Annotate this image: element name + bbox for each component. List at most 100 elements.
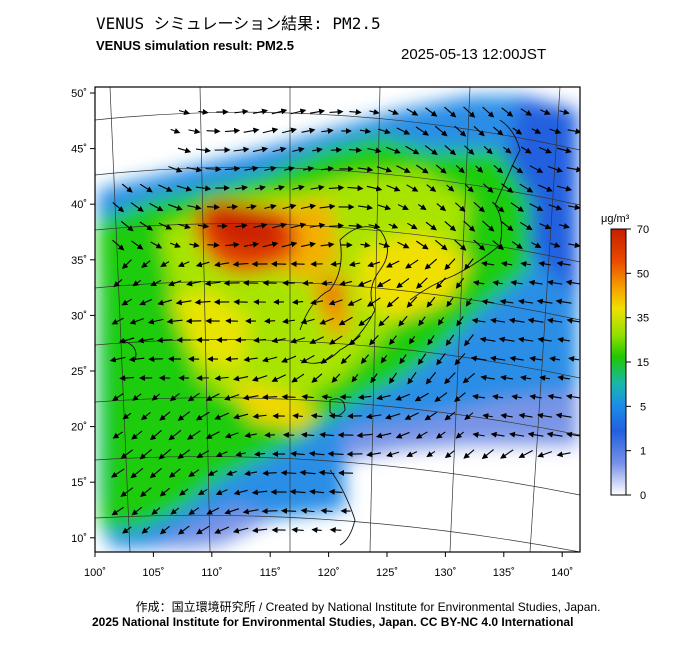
wind-arrow — [319, 317, 334, 325]
wind-arrow — [118, 337, 135, 344]
wind-arrow — [320, 241, 335, 248]
wind-arrow — [415, 240, 429, 250]
colorbar: μg/m³ 70 50 35 15 5 1 0 — [601, 213, 649, 502]
wind-arrow — [281, 241, 298, 248]
wind-arrow — [232, 527, 249, 534]
wind-arrow — [425, 221, 437, 231]
wind-arrow — [540, 109, 551, 115]
wind-arrow — [207, 204, 221, 211]
wind-arrow — [176, 185, 193, 192]
wind-arrow — [366, 451, 382, 458]
wind-arrow — [500, 412, 513, 419]
wind-arrow — [340, 354, 352, 365]
wind-arrow — [169, 242, 181, 248]
wind-arrow — [195, 261, 210, 268]
wind-arrow — [405, 145, 420, 155]
wind-arrow — [435, 431, 446, 439]
wind-arrow — [548, 204, 563, 211]
wind-arrow — [436, 353, 446, 366]
wind-arrow — [244, 432, 257, 439]
wind-arrow — [281, 507, 297, 514]
wind-arrow — [113, 279, 123, 288]
wind-arrow — [327, 450, 344, 457]
wind-arrow — [120, 449, 134, 459]
wind-arrow — [215, 489, 228, 496]
wind-arrow — [509, 355, 524, 362]
wind-arrow — [319, 203, 336, 210]
wind-arrow — [568, 356, 580, 362]
wind-arrow — [290, 222, 307, 229]
wind-arrow — [426, 451, 436, 458]
wind-arrow — [444, 411, 456, 421]
wind-arrow — [121, 298, 133, 306]
lon-tick-label: 135˚ — [493, 567, 515, 579]
wind-arrow — [565, 393, 580, 400]
wind-arrow — [424, 258, 438, 270]
wind-arrow — [435, 277, 446, 290]
wind-arrow — [444, 372, 456, 385]
wind-arrow — [376, 166, 393, 173]
wind-arrow — [376, 394, 391, 401]
wind-arrow — [565, 279, 580, 286]
wind-arrow — [120, 220, 134, 232]
lat-tick-label: 25˚ — [71, 366, 87, 378]
wind-arrow — [489, 355, 506, 362]
wind-arrow — [158, 222, 173, 230]
wind-arrow — [462, 372, 475, 384]
wind-arrow — [311, 527, 322, 534]
wind-arrow — [366, 185, 383, 192]
lon-tick-label: 130˚ — [434, 567, 456, 579]
wind-arrow — [112, 239, 125, 251]
wind-arrow — [378, 242, 391, 248]
wind-arrow — [454, 239, 467, 251]
wind-arrow — [404, 412, 419, 420]
wind-arrow — [300, 203, 317, 210]
wind-arrow — [378, 128, 391, 135]
wind-arrow — [177, 147, 192, 154]
wind-arrow — [309, 488, 325, 495]
wind-arrow — [253, 337, 266, 344]
wind-arrow — [395, 393, 411, 401]
wind-arrow — [204, 280, 221, 287]
wind-arrow — [547, 393, 562, 400]
wind-arrow — [111, 317, 124, 325]
wind-arrow — [130, 202, 144, 212]
wind-arrow — [215, 451, 228, 458]
wind-arrow — [367, 261, 381, 268]
wind-arrow — [195, 147, 212, 154]
wind-arrow — [520, 146, 532, 154]
wind-arrow — [121, 183, 133, 193]
wind-arrow — [264, 165, 277, 172]
wind-arrow — [301, 393, 314, 400]
colorbar-unit: μg/m³ — [601, 213, 630, 225]
wind-arrow — [312, 147, 323, 153]
wind-arrow — [511, 164, 524, 174]
wind-arrow — [417, 204, 427, 211]
wind-arrow — [235, 222, 248, 229]
wind-arrow — [510, 202, 525, 212]
wind-arrow — [233, 413, 249, 420]
wind-arrow — [395, 431, 410, 439]
wind-arrow — [188, 469, 200, 477]
wind-arrow — [130, 467, 144, 479]
wind-arrow — [555, 412, 572, 419]
wind-arrow — [566, 166, 580, 173]
wind-arrow — [339, 280, 353, 287]
wind-arrow — [482, 183, 494, 193]
wind-arrow — [132, 279, 142, 287]
credit-text: 作成：国立環境研究所 / Created by National Institu… — [135, 600, 601, 614]
wind-arrow — [261, 508, 278, 515]
wind-arrow — [444, 221, 457, 232]
wind-arrow — [455, 277, 465, 289]
wind-arrow — [188, 507, 200, 515]
wind-arrow — [529, 393, 542, 400]
wind-arrow — [196, 525, 210, 535]
wind-arrow — [186, 166, 203, 173]
wind-arrow — [187, 204, 202, 211]
wind-arrow — [291, 373, 305, 383]
wind-arrow — [233, 146, 250, 153]
wind-arrow — [242, 508, 259, 515]
wind-arrow — [243, 356, 258, 363]
wind-arrow — [520, 261, 531, 267]
